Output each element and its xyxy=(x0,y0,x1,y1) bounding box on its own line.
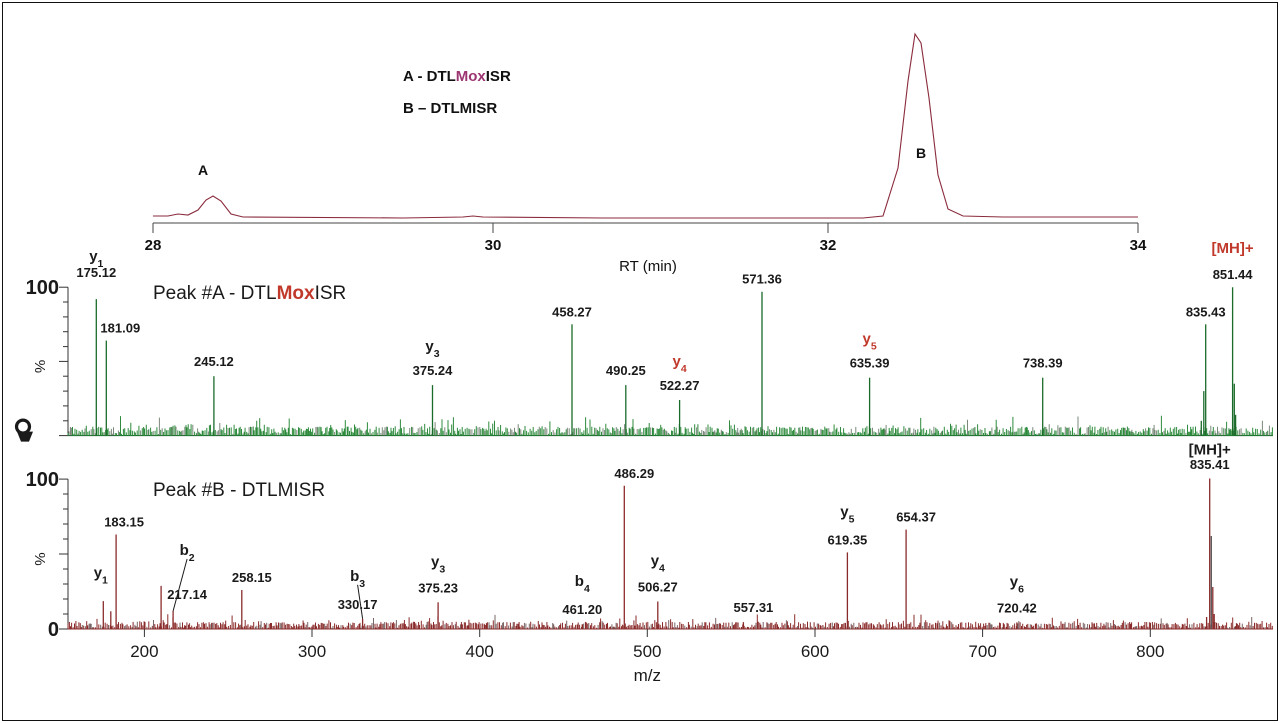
svg-text:y3: y3 xyxy=(431,553,445,575)
svg-text:700: 700 xyxy=(968,642,996,661)
svg-text:506.27: 506.27 xyxy=(638,580,678,595)
svg-text:738.39: 738.39 xyxy=(1023,356,1063,371)
svg-text:[MH]+: [MH]+ xyxy=(1189,441,1231,458)
svg-text:400: 400 xyxy=(466,642,494,661)
svg-text:A - DTLMoxISR: A - DTLMoxISR xyxy=(403,68,511,85)
svg-text:200: 200 xyxy=(130,642,158,661)
svg-text:y4: y4 xyxy=(651,553,665,575)
svg-text:835.43: 835.43 xyxy=(1186,304,1226,319)
svg-text:486.29: 486.29 xyxy=(614,466,654,481)
svg-text:522.27: 522.27 xyxy=(660,378,700,393)
svg-text:720.42: 720.42 xyxy=(997,600,1037,615)
svg-text:%: % xyxy=(31,360,48,373)
svg-text:y3: y3 xyxy=(425,338,439,360)
svg-text:461.20: 461.20 xyxy=(562,602,602,617)
svg-text:258.15: 258.15 xyxy=(232,570,272,585)
svg-text:B: B xyxy=(916,145,926,161)
svg-text:800: 800 xyxy=(1136,642,1164,661)
svg-text:217.14: 217.14 xyxy=(167,587,208,602)
svg-text:Peak #B - DTLMISR: Peak #B - DTLMISR xyxy=(153,480,325,501)
svg-text:b4: b4 xyxy=(575,573,590,595)
svg-text:300: 300 xyxy=(298,642,326,661)
svg-text:490.25: 490.25 xyxy=(606,363,646,378)
svg-text:619.35: 619.35 xyxy=(828,532,868,547)
svg-text:654.37: 654.37 xyxy=(896,510,936,525)
svg-text:635.39: 635.39 xyxy=(850,356,890,371)
svg-text:183.15: 183.15 xyxy=(104,515,144,530)
svg-text:100: 100 xyxy=(26,469,59,491)
svg-text:835.41: 835.41 xyxy=(1190,457,1230,472)
svg-text:571.36: 571.36 xyxy=(742,272,782,287)
svg-text:%: % xyxy=(31,552,48,565)
svg-text:375.23: 375.23 xyxy=(418,580,458,595)
svg-text:557.31: 557.31 xyxy=(734,600,774,615)
svg-text:y4: y4 xyxy=(673,353,687,375)
svg-text:330.17: 330.17 xyxy=(338,597,378,612)
svg-text:175.12: 175.12 xyxy=(76,265,116,280)
svg-text:100: 100 xyxy=(26,277,59,299)
svg-text:0: 0 xyxy=(48,619,59,641)
svg-text:500: 500 xyxy=(633,642,661,661)
svg-text:458.27: 458.27 xyxy=(552,304,592,319)
svg-text:y5: y5 xyxy=(863,331,877,353)
svg-text:y6: y6 xyxy=(1010,573,1024,595)
svg-text:181.09: 181.09 xyxy=(100,321,140,336)
svg-text:y1: y1 xyxy=(94,564,108,586)
svg-text:m/z: m/z xyxy=(634,666,661,685)
svg-text:245.12: 245.12 xyxy=(194,354,234,369)
svg-text:y5: y5 xyxy=(840,503,854,525)
svg-text:600: 600 xyxy=(801,642,829,661)
svg-text:375.24: 375.24 xyxy=(413,363,454,378)
svg-text:851.44: 851.44 xyxy=(1213,267,1254,282)
svg-text:B – DTLMISR: B – DTLMISR xyxy=(403,100,497,117)
svg-text:A: A xyxy=(198,162,208,178)
svg-text:b2: b2 xyxy=(180,542,195,564)
svg-text:Peak #A - DTLMoxISR: Peak #A - DTLMoxISR xyxy=(153,283,346,304)
svg-text:[MH]+: [MH]+ xyxy=(1212,240,1254,257)
